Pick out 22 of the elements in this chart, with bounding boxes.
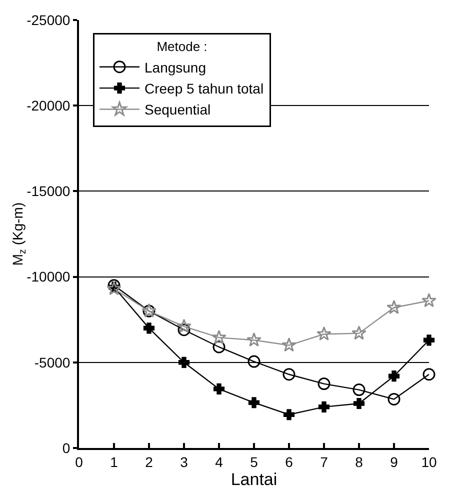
x-tick-label: 7 <box>320 454 328 470</box>
x-tick-label: 2 <box>145 454 154 470</box>
x-tick-label: 9 <box>390 454 398 470</box>
x-tick-label: 8 <box>355 454 364 470</box>
x-tick-label: 10 <box>421 454 437 470</box>
x-tick-label: 0 <box>75 454 84 470</box>
y-tick-label: -10000 <box>26 268 70 285</box>
x-tick-label: 1 <box>110 454 118 470</box>
x-tick-label: 5 <box>250 454 258 470</box>
legend-label: Langsung <box>144 59 206 76</box>
x-tick-label: 4 <box>215 454 224 470</box>
y-tick-label: -20000 <box>26 98 70 114</box>
y-tick-label: -5000 <box>34 354 70 370</box>
x-tick-label: 3 <box>180 454 188 470</box>
y-tick-label: -15000 <box>26 183 70 200</box>
x-tick-label: 6 <box>285 454 294 470</box>
legend-label: Sequential <box>144 102 211 118</box>
y-tick-label: -25000 <box>26 12 70 28</box>
y-tick-label: 0 <box>62 440 70 456</box>
legend-label: Creep 5 tahun total <box>144 80 264 96</box>
x-axis-title: Lantai <box>230 470 278 489</box>
legend-title: Metode : <box>156 39 208 54</box>
